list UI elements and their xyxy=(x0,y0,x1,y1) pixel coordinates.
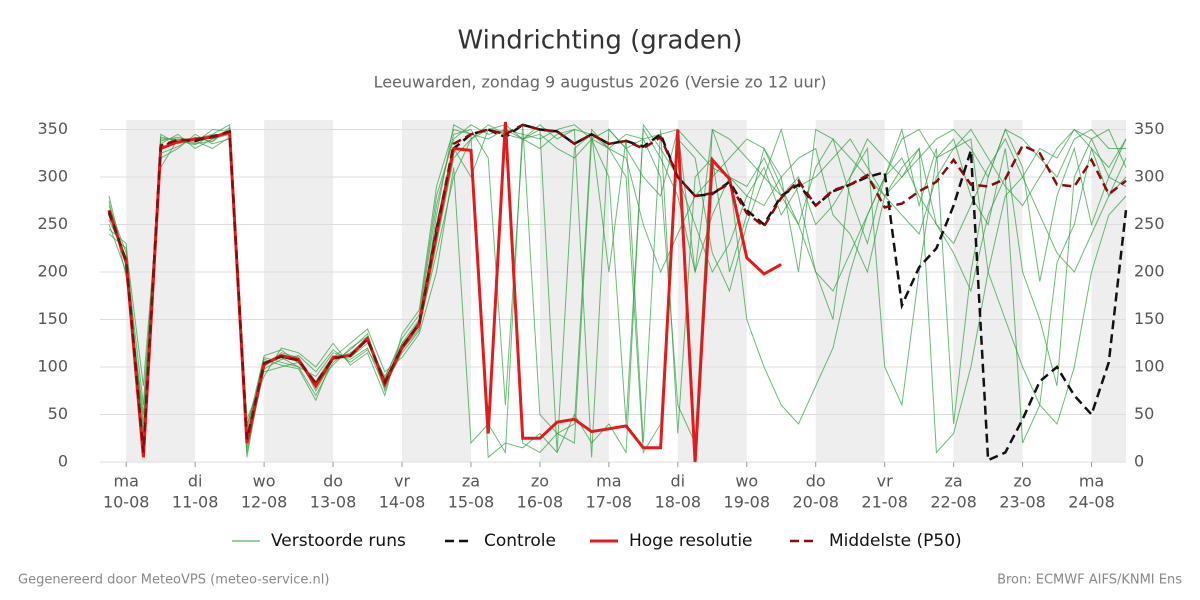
x-tick-day: za xyxy=(462,472,480,491)
y2-tick-label: 100 xyxy=(1134,357,1165,376)
footer-left: Gegenereerd door MeteoVPS (meteo-service… xyxy=(18,573,329,588)
series-line xyxy=(107,123,1127,453)
chart-title: Windrichting (graden) xyxy=(457,26,742,56)
x-tick-day: wo xyxy=(253,472,276,491)
y2-tick-label: 0 xyxy=(1134,452,1144,471)
x-tick-label: 24-08 xyxy=(1068,493,1115,512)
x-tick-label: 15-08 xyxy=(448,493,495,512)
y2-tick-label: 50 xyxy=(1134,404,1154,423)
legend-label: Controle xyxy=(484,531,556,551)
x-tick-day: do xyxy=(806,472,826,491)
y-tick-label: 300 xyxy=(37,167,68,186)
day-shade xyxy=(264,120,334,462)
x-tick-label: 13-08 xyxy=(310,493,357,512)
footer-right: Bron: ECMWF AIFS/KNMI Ens xyxy=(997,573,1182,588)
y2-tick-label: 300 xyxy=(1134,167,1165,186)
x-tick-day: zo xyxy=(531,472,549,491)
x-tick-label: 17-08 xyxy=(586,493,633,512)
x-tick-day: ma xyxy=(1079,472,1104,491)
x-tick-label: 19-08 xyxy=(724,493,771,512)
x-tick-day: ma xyxy=(114,472,139,491)
y-tick-label: 200 xyxy=(37,262,68,281)
x-tick-label: 22-08 xyxy=(930,493,977,512)
x-tick-day: di xyxy=(188,472,203,491)
x-tick-day: ma xyxy=(596,472,621,491)
x-tick-day: za xyxy=(945,472,963,491)
y-tick-label: 250 xyxy=(37,214,68,233)
x-tick-day: do xyxy=(323,472,343,491)
y2-tick-label: 250 xyxy=(1134,214,1165,233)
y-tick-label: 0 xyxy=(58,452,68,471)
y2-tick-label: 350 xyxy=(1134,119,1165,138)
y2-tick-label: 200 xyxy=(1134,262,1165,281)
chart-subtitle: Leeuwarden, zondag 9 augustus 2026 (Vers… xyxy=(374,73,827,92)
x-tick-label: 11-08 xyxy=(172,493,219,512)
x-tick-label: 12-08 xyxy=(241,493,288,512)
x-tick-label: 18-08 xyxy=(655,493,702,512)
x-tick-day: di xyxy=(671,472,686,491)
legend-label: Verstoorde runs xyxy=(271,531,406,551)
y-tick-label: 100 xyxy=(37,357,68,376)
x-tick-day: vr xyxy=(394,472,410,491)
x-tick-label: 16-08 xyxy=(517,493,564,512)
day-shade xyxy=(402,120,471,462)
x-tick-day: zo xyxy=(1013,472,1031,491)
x-tick-label: 10-08 xyxy=(103,493,150,512)
x-tick-day: wo xyxy=(735,472,758,491)
ensemble-line xyxy=(108,124,1127,454)
ensemble-line xyxy=(108,124,1127,455)
x-tick-label: 14-08 xyxy=(379,493,426,512)
x-tick-label: 21-08 xyxy=(861,493,908,512)
x-tick-label: 23-08 xyxy=(999,493,1046,512)
day-shade xyxy=(539,120,609,462)
day-shade xyxy=(815,120,885,462)
x-tick-day: vr xyxy=(877,472,893,491)
ensemble-line xyxy=(108,124,1127,458)
legend-label: Hoge resolutie xyxy=(629,531,753,551)
ensemble-line xyxy=(108,124,1126,448)
legend-label: Middelste (P50) xyxy=(829,531,962,551)
y-tick-label: 50 xyxy=(48,404,68,423)
x-tick-label: 20-08 xyxy=(792,493,839,512)
y-tick-label: 150 xyxy=(37,309,68,328)
y-tick-label: 350 xyxy=(37,119,68,138)
y2-tick-label: 150 xyxy=(1134,309,1165,328)
